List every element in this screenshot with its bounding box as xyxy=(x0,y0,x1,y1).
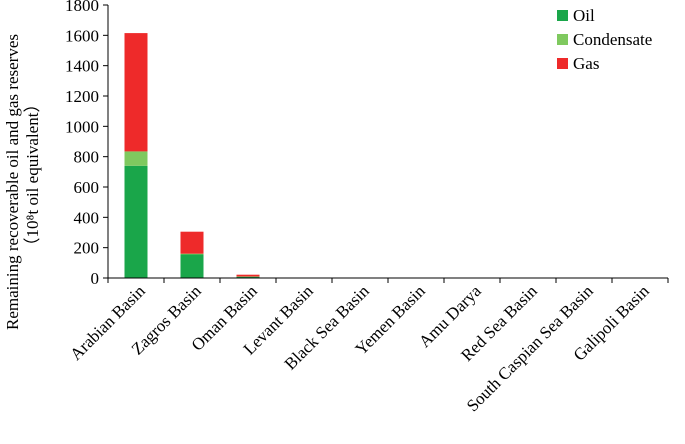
bar-gas-1 xyxy=(180,231,204,254)
bar-oil-1 xyxy=(180,254,204,278)
legend-swatch-gas xyxy=(557,58,568,69)
legend-label-condensate: Condensate xyxy=(573,30,652,49)
bar-gas-2 xyxy=(236,274,260,277)
y-axis-label-line2: （10⁸t oil equivalent） xyxy=(23,96,42,255)
bar-condensate-0 xyxy=(124,151,148,166)
bar-condensate-1 xyxy=(180,253,204,255)
y-tick-label-800: 800 xyxy=(74,148,100,167)
y-tick-label-200: 200 xyxy=(74,239,100,258)
bar-oil-2 xyxy=(236,276,260,278)
y-tick-label-1200: 1200 xyxy=(65,87,99,106)
bar-oil-0 xyxy=(124,165,148,278)
y-tick-label-0: 0 xyxy=(91,269,100,288)
y-tick-label-400: 400 xyxy=(74,208,100,227)
y-axis-label-line1: Remaining recoverable oil and gas reserv… xyxy=(3,34,22,330)
y-tick-label-1600: 1600 xyxy=(65,26,99,45)
bar-gas-0 xyxy=(124,33,148,152)
y-tick-label-1400: 1400 xyxy=(65,57,99,76)
legend-label-gas: Gas xyxy=(573,54,599,73)
legend-swatch-oil xyxy=(557,10,568,21)
y-tick-label-1800: 1800 xyxy=(65,0,99,15)
y-tick-label-600: 600 xyxy=(74,178,100,197)
y-tick-label-1000: 1000 xyxy=(65,117,99,136)
legend: Oil Condensate Gas xyxy=(557,6,652,73)
legend-label-oil: Oil xyxy=(573,6,595,25)
legend-swatch-condensate xyxy=(557,34,568,45)
y-axis-label: Remaining recoverable oil and gas reserv… xyxy=(3,34,42,330)
